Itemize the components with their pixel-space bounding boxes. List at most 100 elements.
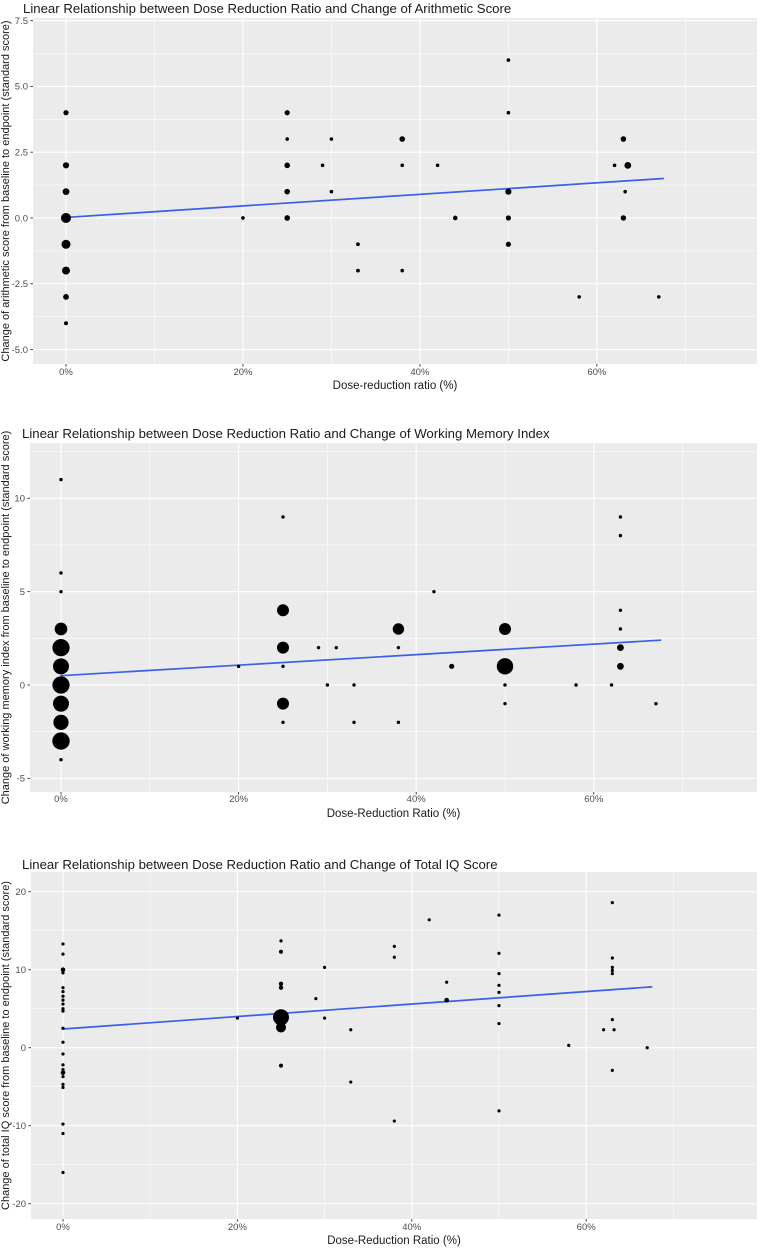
data-point: [506, 110, 511, 115]
data-point: [61, 1063, 65, 1067]
data-point: [61, 1131, 65, 1136]
data-point: [59, 477, 63, 482]
data-point: [497, 972, 501, 976]
data-point: [449, 663, 455, 669]
data-point: [610, 956, 614, 960]
data-points: [52, 477, 658, 762]
data-point: [61, 1007, 65, 1011]
data-point: [52, 658, 69, 675]
data-point: [276, 604, 289, 617]
data-point: [62, 162, 70, 169]
y-tick-label: 20: [15, 887, 26, 898]
x-tick-label: 60%: [587, 367, 607, 378]
data-point: [52, 732, 70, 750]
data-point: [53, 714, 69, 730]
data-point: [236, 664, 241, 669]
y-axis-title: Change of working memory index from base…: [0, 431, 12, 805]
data-point: [497, 951, 501, 955]
data-point: [285, 137, 289, 141]
data-point: [320, 163, 325, 168]
data-point: [276, 697, 289, 710]
data-point: [503, 683, 507, 687]
gridlines: [33, 18, 757, 364]
gridlines: [31, 872, 757, 1219]
data-point: [61, 994, 65, 998]
data-point: [427, 918, 431, 922]
data-point: [506, 58, 511, 62]
data-point: [60, 1070, 66, 1075]
y-tick-label: 7.5: [15, 16, 28, 27]
plot-panel: [31, 872, 757, 1219]
data-point: [505, 188, 512, 195]
data-point: [281, 720, 285, 725]
data-point: [284, 110, 290, 116]
data-point: [61, 1002, 65, 1006]
data-point: [241, 216, 245, 220]
data-point: [284, 162, 290, 169]
data-point: [497, 1109, 501, 1113]
data-point: [399, 136, 406, 142]
x-tick-label: 20%: [233, 367, 253, 378]
data-point: [61, 1009, 65, 1013]
data-point: [61, 1082, 65, 1086]
x-tick-label: 40%: [402, 1222, 422, 1233]
data-point: [624, 161, 632, 169]
y-tick-label: 0: [21, 1043, 26, 1054]
data-point: [505, 215, 511, 221]
y-tick-label: 0.0: [15, 213, 28, 224]
data-point: [63, 294, 69, 300]
data-point: [61, 1085, 65, 1090]
data-point: [61, 212, 72, 223]
x-tick-label: 40%: [407, 794, 427, 805]
data-point: [314, 996, 318, 1001]
data-point: [61, 971, 65, 975]
y-tick-label: -2.5: [12, 279, 28, 290]
data-point: [610, 1068, 614, 1072]
data-point: [567, 1043, 571, 1047]
y-tick-label: -20: [12, 1199, 26, 1210]
data-point: [444, 997, 449, 1003]
data-point: [356, 242, 360, 247]
data-point: [59, 589, 63, 594]
data-point: [435, 163, 440, 168]
data-point: [61, 1026, 65, 1030]
data-point: [620, 136, 627, 142]
data-point: [617, 644, 624, 652]
data-point: [618, 627, 623, 631]
data-point: [356, 268, 360, 273]
trend-line: [65, 177, 665, 219]
data-point: [352, 683, 356, 687]
data-point: [62, 188, 70, 196]
data-point: [61, 1067, 65, 1072]
data-point: [497, 990, 501, 994]
data-point: [497, 1004, 501, 1008]
data-point: [61, 986, 65, 990]
data-point: [610, 968, 614, 973]
data-point: [61, 998, 65, 1002]
y-tick-label: 10: [14, 494, 25, 505]
data-point: [400, 268, 405, 273]
data-point: [618, 515, 623, 519]
data-point: [392, 955, 396, 959]
data-point: [278, 985, 284, 990]
y-tick-label: 5.0: [15, 82, 28, 93]
x-tick-label: 0%: [59, 367, 73, 378]
scatter-plot-svg: 0% 20% 40% 60% 20 10 0 -10 -20 Linear Relationshi…: [0, 857, 757, 1247]
data-point: [654, 701, 658, 706]
data-point: [392, 944, 396, 948]
data-point: [334, 645, 338, 650]
data-point: [432, 589, 436, 594]
x-tick-label: 20%: [229, 794, 249, 805]
data-point: [279, 939, 283, 943]
data-point: [61, 1074, 65, 1079]
data-point: [352, 720, 356, 725]
data-point: [322, 1016, 327, 1020]
data-point: [656, 295, 661, 299]
data-point: [612, 163, 617, 168]
data-point: [278, 981, 284, 986]
data-point: [54, 622, 68, 636]
data-point: [497, 983, 501, 987]
plot-panel: [30, 443, 757, 792]
gridlines: [30, 443, 757, 792]
data-point: [452, 215, 458, 221]
